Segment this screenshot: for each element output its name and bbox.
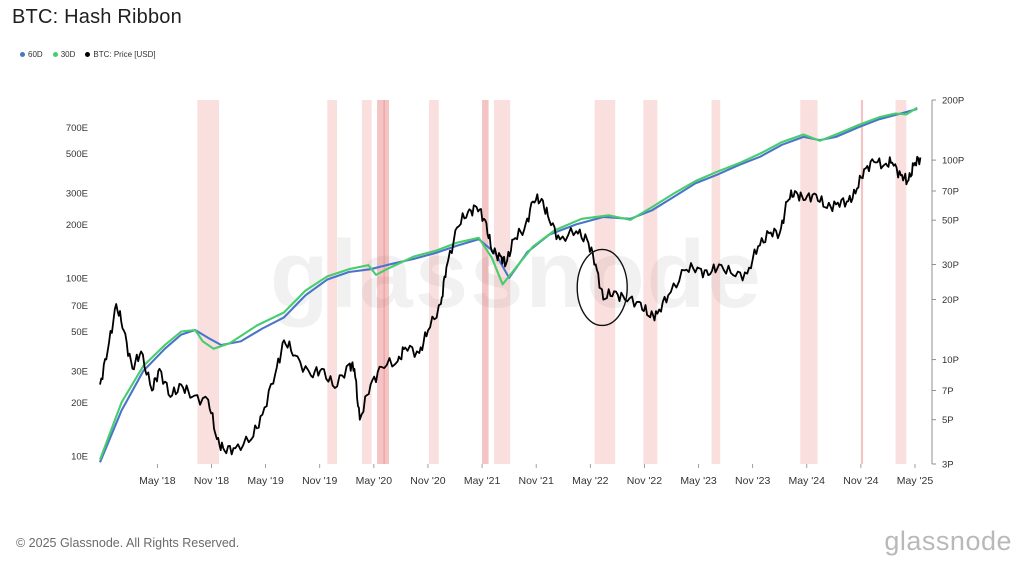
left-tick-label: 10E: [71, 451, 88, 462]
legend-label-price: BTC: Price [USD]: [93, 50, 156, 59]
right-tick-label: 200P: [942, 96, 964, 107]
left-tick-label: 50E: [71, 327, 88, 338]
x-tick-label: Nov '21: [519, 475, 554, 487]
capitulation-band: [860, 100, 864, 464]
capitulation-band: [711, 100, 721, 464]
right-tick-label: 20P: [942, 295, 959, 306]
capitulation-band: [895, 100, 907, 464]
x-tick-label: May '21: [464, 475, 501, 487]
capitulation-band: [643, 100, 658, 464]
x-tick-label: May '20: [356, 475, 393, 487]
left-tick-label: 20E: [71, 398, 88, 409]
legend-dot-price: [85, 52, 91, 57]
x-tick-label: Nov '18: [194, 475, 229, 487]
right-tick-label: 5P: [942, 415, 954, 426]
capitulation-bands: [197, 100, 907, 464]
legend-item-60d[interactable]: 60D: [20, 50, 43, 59]
x-tick-label: Nov '23: [735, 475, 770, 487]
capitulation-band: [197, 100, 220, 464]
left-tick-label: 500E: [66, 149, 88, 160]
x-tick-label: May '25: [897, 475, 934, 487]
capitulation-band: [482, 100, 489, 464]
brand-logo: glassnode: [884, 526, 1012, 556]
right-tick-label: 10P: [942, 355, 959, 366]
annotations: [576, 248, 628, 327]
legend-dot-30d: [52, 52, 58, 57]
right-tick-label: 3P: [942, 460, 954, 471]
x-tick-label: May '23: [680, 475, 717, 487]
left-tick-label: 70E: [71, 301, 88, 312]
capitulation-band: [377, 100, 385, 464]
capitulation-band: [429, 100, 439, 464]
left-tick-label: 30E: [71, 366, 88, 377]
x-tick-label: May '18: [139, 475, 176, 487]
left-tick-label: 300E: [66, 189, 88, 200]
right-tick-label: 100P: [942, 156, 964, 167]
right-tick-label: 70P: [942, 186, 959, 197]
capitulation-band: [383, 100, 389, 464]
right-tick-label: 30P: [942, 260, 959, 271]
legend-item-price[interactable]: BTC: Price [USD]: [85, 50, 156, 59]
left-tick-label: 700E: [66, 123, 88, 134]
left-tick-label: 100E: [66, 273, 88, 284]
chart-title: BTC: Hash Ribbon: [12, 6, 182, 28]
left-tick-label: 200E: [66, 220, 88, 231]
x-tick-label: Nov '22: [627, 475, 662, 487]
capitulation-band: [800, 100, 818, 464]
right-tick-label: 50P: [942, 216, 959, 227]
legend-label-30d: 30D: [60, 50, 76, 59]
legend-dot-60d: [20, 52, 25, 57]
annotation-circle: [576, 248, 628, 327]
legend: 60D 30D BTC: Price [USD]: [20, 50, 156, 59]
x-tick-label: May '19: [247, 475, 284, 487]
axes: May '18 Nov '18 May '19 Nov '19 May '20 Nov '…: [66, 96, 964, 488]
hash-ribbon-chart: May '18 Nov '18 May '19 Nov '19 May '20 Nov '…: [66, 96, 964, 488]
series-line-30d: [99, 106, 918, 461]
x-tick-label: Nov '19: [302, 475, 337, 487]
x-tick-label: May '24: [789, 475, 826, 487]
series-line-price: [99, 155, 922, 456]
legend-item-30d[interactable]: 30D: [52, 50, 76, 59]
legend-label-60d: 60D: [28, 50, 43, 59]
series-lines: [99, 106, 922, 463]
copyright-text: © 2025 Glassnode. All Rights Reserved.: [16, 536, 240, 550]
capitulation-band: [361, 100, 372, 464]
x-tick-label: Nov '24: [843, 475, 878, 487]
capitulation-band: [327, 100, 338, 464]
x-tick-label: Nov '20: [410, 475, 445, 487]
x-tick-label: May '22: [572, 475, 609, 487]
capitulation-band: [594, 100, 616, 464]
right-tick-label: 7P: [942, 386, 954, 397]
